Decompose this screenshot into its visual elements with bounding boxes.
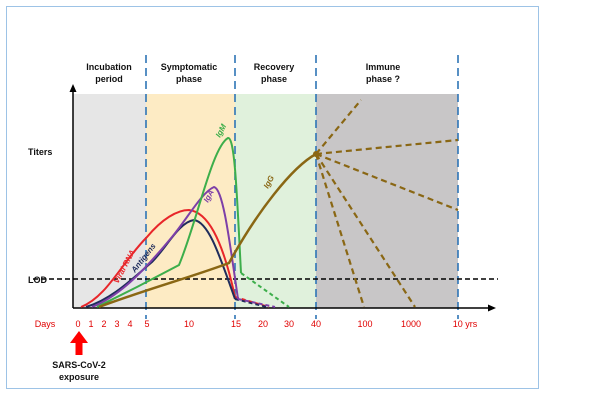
incubation-band [73,94,146,308]
x-axis-title: Days [35,319,56,329]
exposure-label-line2: exposure [59,372,99,382]
igm-decline-dashed [240,272,290,308]
phase-recovery-line2: phase [261,74,287,84]
viral-rna-curve [80,208,236,308]
phase-incubation-line1: Incubation [86,62,132,72]
phase-symptomatic-line2: phase [176,74,202,84]
y-axis-arrowhead [69,84,77,92]
iga-curve [91,185,239,308]
phase-recovery-line1: Recovery [254,62,295,72]
iga-decline-dashed [237,298,276,308]
exposure-arrow [70,331,88,355]
igg-projections [314,99,459,308]
x-tick-0: 0 [75,319,80,329]
immune-band [316,94,458,308]
x-tick-100: 100 [357,319,372,329]
y-axis-label: Titers [28,147,52,157]
antibody-kinetics-diagram: Incubation period Symptomatic phase Reco… [28,55,498,382]
x-tick-15: 15 [231,319,241,329]
axes [69,84,496,312]
x-tick-1: 1 [88,319,93,329]
recovery-band [235,94,316,308]
x-tick-3: 3 [114,319,119,329]
x-tick-40: 40 [311,319,321,329]
igg-branch-point [313,151,319,157]
antigens-decline-dashed [234,298,268,308]
exposure-label-line1: SARS-CoV-2 [52,360,106,370]
lod-label: LOD [28,275,47,285]
x-tick-10: 10 [184,319,194,329]
x-tick-5: 5 [144,319,149,329]
igg-projection-plateau [315,138,459,156]
symptomatic-band [146,94,235,308]
igg-projection-slow-decline [315,152,459,212]
x-tick-4: 4 [127,319,132,329]
phase-dividers [145,55,459,319]
x-tick-20: 20 [258,319,268,329]
phase-immune-line1: Immune [366,62,401,72]
x-axis-arrowhead [488,304,496,312]
x-tick-2: 2 [101,319,106,329]
phase-symptomatic-line1: Symptomatic [161,62,218,72]
igg-projection-decline-1000 [315,153,416,308]
figure-frame: Incubation period Symptomatic phase Reco… [6,6,539,389]
igg-projection-up [315,99,362,155]
x-tick-1000: 1000 [401,319,421,329]
igm-curve [96,136,242,308]
igg-curve [98,152,317,309]
phase-immune-line2: phase ? [366,74,400,84]
x-tick-10yrs: 10 yrs [453,319,478,329]
x-tick-30: 30 [284,319,294,329]
igg-projection-decline-100 [314,153,366,308]
phase-incubation-line2: period [95,74,123,84]
exposure-arrow-icon [70,331,88,355]
